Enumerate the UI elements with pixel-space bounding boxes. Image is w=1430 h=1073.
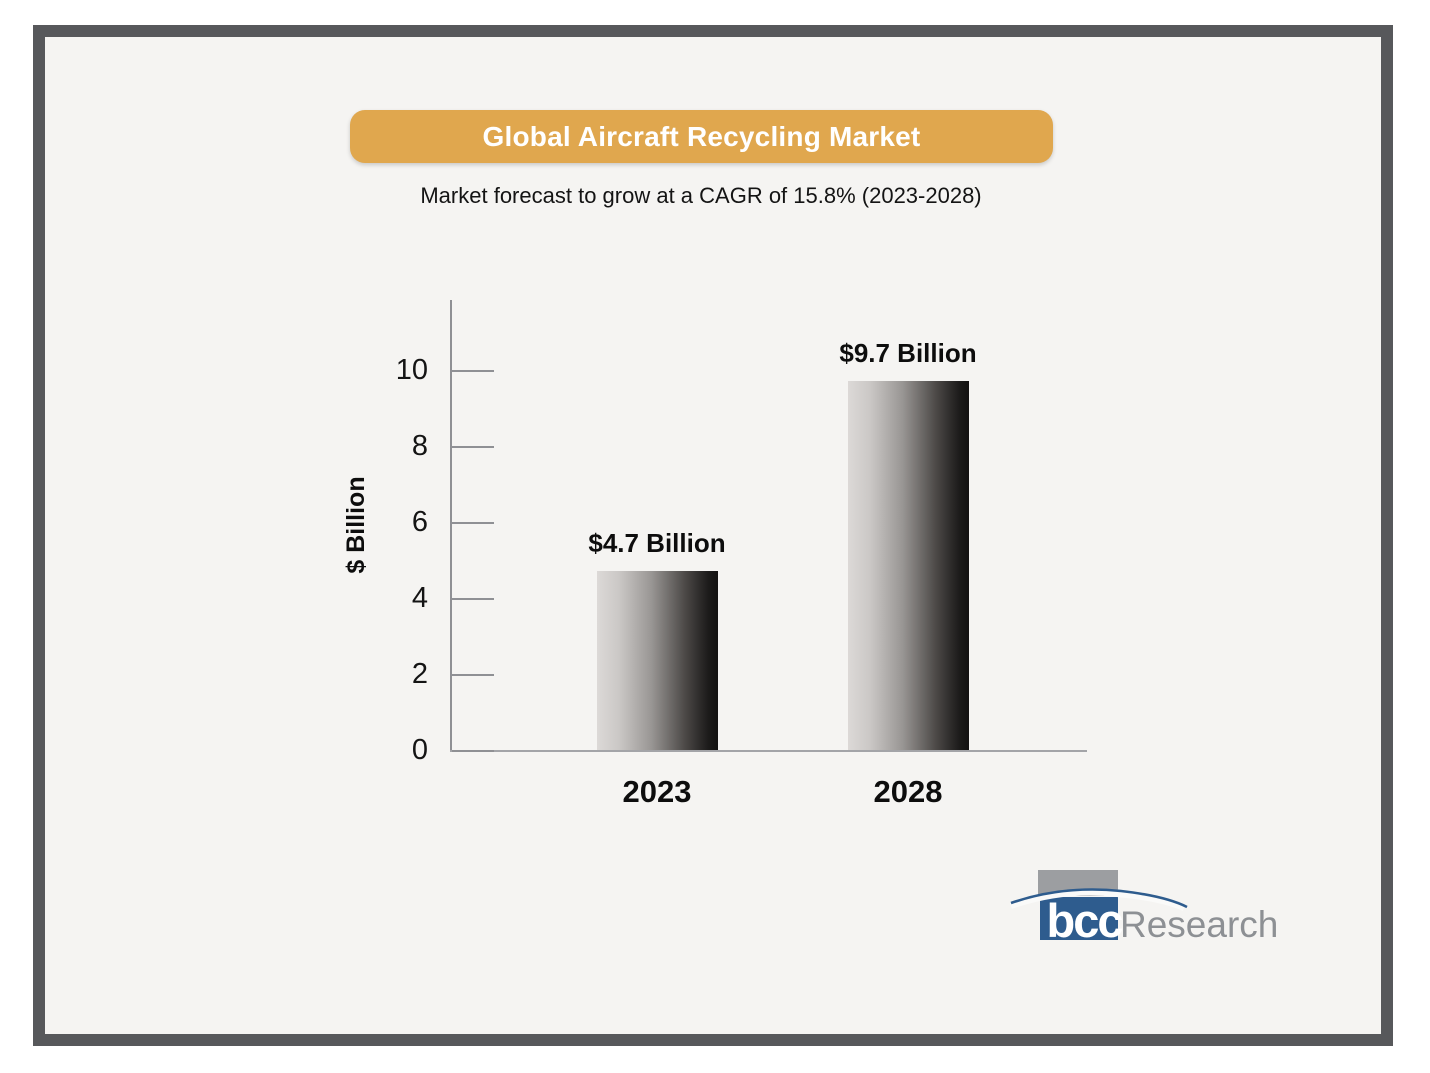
y-tick-line <box>452 370 494 372</box>
y-tick-label: 6 <box>411 506 428 538</box>
bcc-research-logo-graphic: bcc Research <box>1010 870 1278 947</box>
x-axis <box>450 750 1087 752</box>
y-tick-line <box>452 598 494 600</box>
y-tick-label: 4 <box>411 582 428 614</box>
x-category-label-2023: 2023 <box>622 774 692 809</box>
y-tick-line <box>452 674 494 676</box>
y-tick-label: 2 <box>411 658 428 690</box>
y-tick-line <box>452 750 494 752</box>
logo-text-research: Research <box>1120 904 1278 945</box>
y-tick-label: 10 <box>395 354 428 386</box>
bar-2028 <box>847 381 969 750</box>
slide-content: Global Aircraft Recycling Market Market … <box>45 37 1381 1034</box>
bar-value-label-2023: $4.7 Billion <box>588 528 726 559</box>
logo-swoosh-white <box>1010 889 1186 911</box>
y-tick-label: 8 <box>411 430 428 462</box>
bar-chart: $ Billion 0 2 4 6 8 10 $4.7 Billion 2023 $9.7 B… <box>342 300 1087 809</box>
logo-text-bcc: bcc <box>1047 894 1123 947</box>
slide-frame: Global Aircraft Recycling Market Market … <box>33 25 1393 1046</box>
x-category-label-2028: 2028 <box>873 774 943 809</box>
bcc-research-logo: bcc Research <box>1010 857 1278 957</box>
y-tick-label: 0 <box>411 734 428 766</box>
chart-subtitle: Market forecast to grow at a CAGR of 15.… <box>420 183 982 208</box>
logo-swoosh-icon <box>1010 888 1188 909</box>
bar-value-label-2028: $9.7 Billion <box>839 338 977 369</box>
chart-title: Global Aircraft Recycling Market <box>482 120 921 152</box>
logo-blue-square <box>1040 897 1118 940</box>
y-tick-line <box>452 446 494 448</box>
y-tick-line <box>452 522 494 524</box>
bar-2023 <box>596 571 718 750</box>
chart-title-banner: Global Aircraft Recycling Market <box>350 110 1053 163</box>
y-axis <box>450 300 452 752</box>
